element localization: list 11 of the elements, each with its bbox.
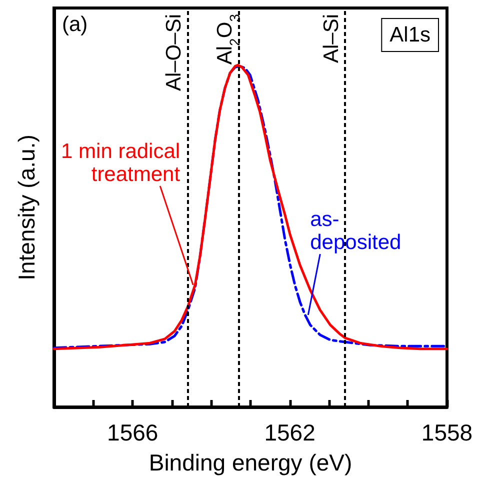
x-axis-title: Binding energy (eV) xyxy=(148,450,352,476)
ref-line-label: Al–Si xyxy=(320,14,343,64)
text: Al1s xyxy=(390,24,431,46)
series-label: as-deposited xyxy=(310,208,402,254)
ref-line-label: Al–O–Si xyxy=(162,14,186,92)
x-tick-label: 1566 xyxy=(107,420,158,446)
x-tick-label: 1558 xyxy=(421,420,473,446)
text: (a) xyxy=(62,13,88,36)
y-axis-title: Intensity (a.u.) xyxy=(14,134,40,280)
x-tick-label: 1562 xyxy=(264,420,316,446)
series-label: 1 min radical treatment xyxy=(61,140,180,186)
